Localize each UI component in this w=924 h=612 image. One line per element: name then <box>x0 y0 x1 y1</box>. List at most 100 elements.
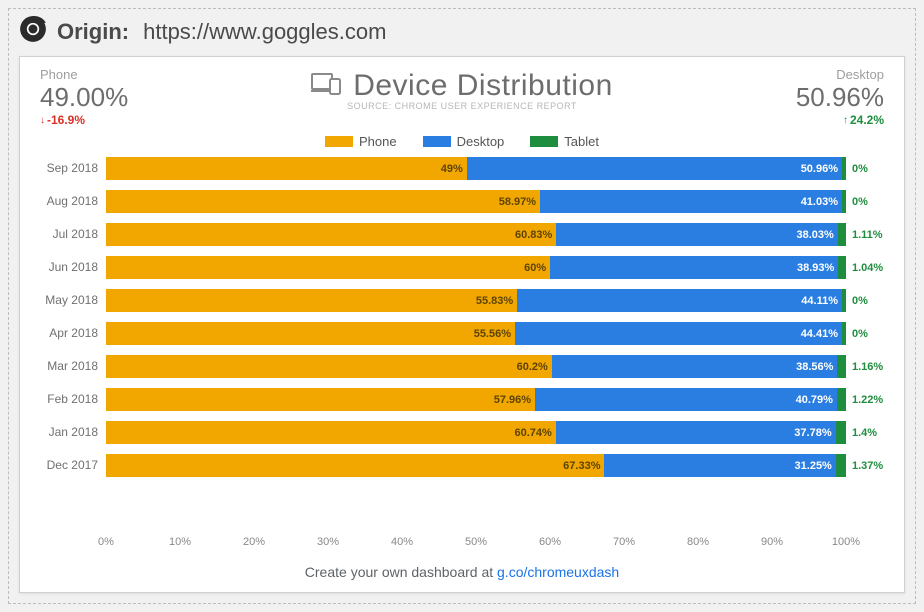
legend-label: Phone <box>359 134 397 149</box>
bar-segment-desktop: 38.93% <box>550 256 838 279</box>
bar-segment-phone: 49% <box>106 157 467 180</box>
bar-segment-desktop: 44.41% <box>515 322 842 345</box>
bar-segment-tablet: 1.22% <box>837 388 846 411</box>
x-axis-tick: 80% <box>687 536 709 548</box>
x-axis-tick: 10% <box>169 536 191 548</box>
x-axis-tick: 60% <box>539 536 561 548</box>
x-axis-tick: 100% <box>832 536 860 548</box>
bar-track: 55.56%44.41%0% <box>106 322 846 345</box>
bar-segment-phone: 67.33% <box>106 454 604 477</box>
tablet-value-label: 1.22% <box>846 394 883 406</box>
chart-row: Jun 201860%38.93%1.04% <box>106 256 846 279</box>
bar-segment-tablet: 1.37% <box>836 454 846 477</box>
bar-segment-desktop: 40.79% <box>535 388 837 411</box>
devices-icon <box>311 73 341 100</box>
bar-track: 60.74%37.78%1.4% <box>106 421 846 444</box>
bar-track: 58.97%41.03%0% <box>106 190 846 213</box>
legend-swatch <box>530 136 558 147</box>
stat-phone-delta-text: -16.9% <box>47 113 85 127</box>
chart-plot: Sep 201849%50.96%0%Aug 201858.97%41.03%0… <box>106 157 846 534</box>
bar-segment-desktop: 44.11% <box>517 289 842 312</box>
origin-label: Origin: <box>57 19 129 45</box>
chart-row: Dec 201767.33%31.25%1.37% <box>106 454 846 477</box>
chart-row: Apr 201855.56%44.41%0% <box>106 322 846 345</box>
x-axis-tick: 20% <box>243 536 265 548</box>
tablet-value-label: 0% <box>846 295 868 307</box>
y-axis-label: Mar 2018 <box>40 355 106 378</box>
chart-row: Sep 201849%50.96%0% <box>106 157 846 180</box>
bar-segment-tablet: 0% <box>842 190 846 213</box>
bar-segment-tablet: 0% <box>842 157 846 180</box>
x-axis-tick: 50% <box>465 536 487 548</box>
tablet-value-label: 1.11% <box>846 229 883 241</box>
stat-desktop: Desktop 50.96% ↑24.2% <box>796 67 884 127</box>
tablet-value-label: 0% <box>846 328 868 340</box>
footer-link[interactable]: g.co/chromeuxdash <box>497 564 619 580</box>
arrow-up-icon: ↑ <box>843 115 848 126</box>
y-axis-label: Feb 2018 <box>40 388 106 411</box>
tablet-value-label: 0% <box>846 196 868 208</box>
bar-track: 55.83%44.11%0% <box>106 289 846 312</box>
bar-segment-tablet: 1.16% <box>837 355 846 378</box>
bar-segment-desktop: 38.03% <box>556 223 838 246</box>
stat-desktop-delta: ↑24.2% <box>796 113 884 127</box>
legend: Phone Desktop Tablet <box>325 134 599 149</box>
chart-row: May 201855.83%44.11%0% <box>106 289 846 312</box>
bar-track: 60%38.93%1.04% <box>106 256 846 279</box>
x-axis-tick: 40% <box>391 536 413 548</box>
bar-segment-desktop: 31.25% <box>604 454 835 477</box>
legend-item: Tablet <box>530 134 599 149</box>
stat-desktop-label: Desktop <box>796 67 884 82</box>
chart-x-axis: 0%10%20%30%40%50%60%70%80%90%100% <box>106 534 846 556</box>
bar-segment-tablet: 0% <box>842 322 846 345</box>
bar-segment-tablet: 1.11% <box>838 223 846 246</box>
legend-label: Desktop <box>457 134 505 149</box>
footer-text: Create your own dashboard at <box>305 564 497 580</box>
bar-segment-phone: 60.2% <box>106 355 552 378</box>
stat-phone-delta: ↓-16.9% <box>40 113 128 127</box>
chart-row: Mar 201860.2%38.56%1.16% <box>106 355 846 378</box>
y-axis-label: Jan 2018 <box>40 421 106 444</box>
chart-row: Jan 201860.74%37.78%1.4% <box>106 421 846 444</box>
origin-bar: Origin: https://www.goggles.com <box>9 9 915 56</box>
bar-track: 60.83%38.03%1.11% <box>106 223 846 246</box>
bar-segment-tablet: 1.04% <box>838 256 846 279</box>
stat-desktop-value: 50.96% <box>796 82 884 113</box>
bar-segment-phone: 57.96% <box>106 388 535 411</box>
bar-segment-phone: 55.56% <box>106 322 515 345</box>
tablet-value-label: 1.04% <box>846 262 883 274</box>
chrome-icon <box>19 15 47 48</box>
title-block: Device Distribution SOURCE: CHROME USER … <box>40 69 884 111</box>
bar-track: 67.33%31.25%1.37% <box>106 454 846 477</box>
legend-swatch <box>423 136 451 147</box>
tablet-value-label: 1.37% <box>846 460 883 472</box>
chart-row: Jul 201860.83%38.03%1.11% <box>106 223 846 246</box>
chart-card: Phone 49.00% ↓-16.9% Device Distribut <box>19 56 905 593</box>
arrow-down-icon: ↓ <box>40 115 45 126</box>
bar-segment-phone: 55.83% <box>106 289 517 312</box>
bar-segment-phone: 58.97% <box>106 190 540 213</box>
card-footer: Create your own dashboard at g.co/chrome… <box>40 556 884 584</box>
bar-segment-desktop: 41.03% <box>540 190 842 213</box>
x-axis-tick: 70% <box>613 536 635 548</box>
y-axis-label: May 2018 <box>40 289 106 312</box>
legend-item: Phone <box>325 134 397 149</box>
y-axis-label: Aug 2018 <box>40 190 106 213</box>
card-header: Phone 49.00% ↓-16.9% Device Distribut <box>40 67 884 149</box>
chart-row: Feb 201857.96%40.79%1.22% <box>106 388 846 411</box>
chart-area: Sep 201849%50.96%0%Aug 201858.97%41.03%0… <box>40 157 884 556</box>
bar-track: 49%50.96%0% <box>106 157 846 180</box>
x-axis-tick: 30% <box>317 536 339 548</box>
y-axis-label: Sep 2018 <box>40 157 106 180</box>
bar-segment-desktop: 38.56% <box>552 355 838 378</box>
bar-segment-phone: 60.83% <box>106 223 556 246</box>
legend-swatch <box>325 136 353 147</box>
tablet-value-label: 1.16% <box>846 361 883 373</box>
bar-segment-desktop: 37.78% <box>556 421 836 444</box>
y-axis-label: Jun 2018 <box>40 256 106 279</box>
bar-track: 57.96%40.79%1.22% <box>106 388 846 411</box>
x-axis-tick: 90% <box>761 536 783 548</box>
bar-segment-tablet: 0% <box>842 289 846 312</box>
card-subtitle: SOURCE: CHROME USER EXPERIENCE REPORT <box>40 101 884 111</box>
y-axis-label: Jul 2018 <box>40 223 106 246</box>
